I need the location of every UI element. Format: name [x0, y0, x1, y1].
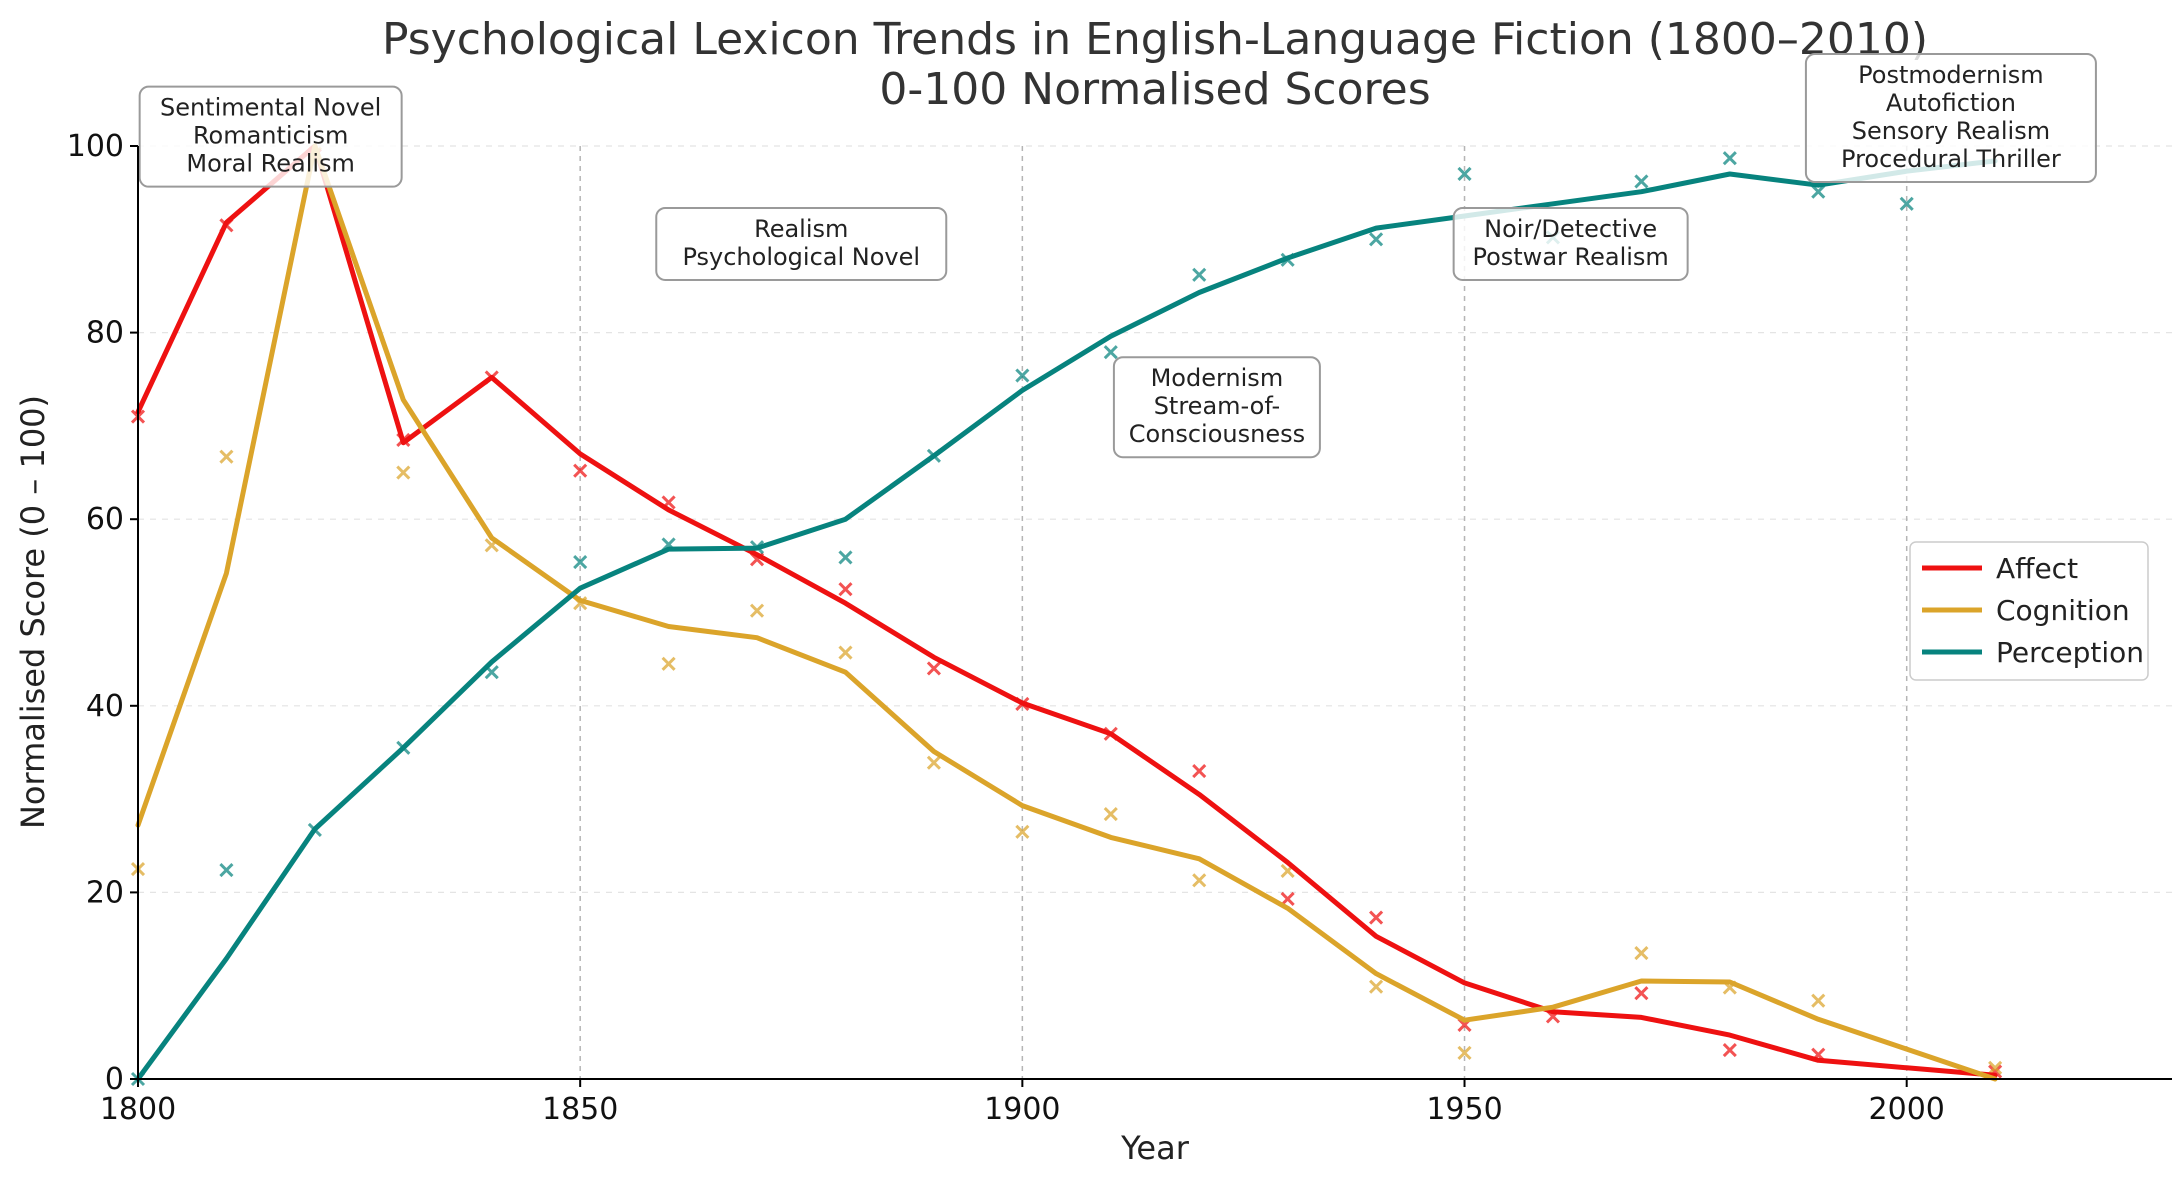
- affect-raw-point-1880: [838, 582, 853, 597]
- y-tick-label-80: 80: [86, 316, 124, 351]
- y-tick-label-40: 40: [86, 689, 124, 724]
- perception-raw-point-1990: [1811, 184, 1826, 199]
- perception-raw-point-1910: [1103, 345, 1118, 360]
- x-tick-label-1950: 1950: [1426, 1092, 1502, 1127]
- perception-raw-point-1880: [838, 550, 853, 565]
- cognition-raw-point-1990: [1811, 993, 1826, 1008]
- annotation-line-3-0: Noir/Detective: [1484, 215, 1657, 243]
- perception-raw-point-1970: [1634, 174, 1649, 189]
- cognition-raw-point-1860: [661, 656, 676, 671]
- affect-raw-point-1930: [1280, 891, 1295, 906]
- period-lines: [579, 146, 1908, 1079]
- perception-raw-point-1950: [1457, 166, 1472, 182]
- annotation-line-2-1: Stream-of-: [1154, 392, 1280, 420]
- cognition-raw-point-1880: [838, 645, 853, 660]
- y-tick-label-0: 0: [105, 1062, 124, 1097]
- legend-box: [1909, 541, 2149, 681]
- affect-raw-point-1940: [1369, 910, 1384, 925]
- perception-raw-point-1900: [1015, 368, 1030, 383]
- affect-raw-point-1980: [1722, 1043, 1737, 1058]
- y-tick-label-100: 100: [67, 129, 124, 164]
- annotation-box-1: [655, 206, 948, 281]
- perception-raw-point-2000: [1899, 196, 1914, 211]
- cognition-raw-point-1940: [1369, 979, 1384, 994]
- annotation-line-2-0: Modernism: [1151, 364, 1284, 392]
- annotation-line-3-1: Postwar Realism: [1472, 243, 1668, 271]
- x-axis-label: Year: [1120, 1129, 1190, 1167]
- cognition-raw-point-1900: [1015, 824, 1030, 839]
- annotation-line-4-3: Procedural Thriller: [1841, 145, 2061, 173]
- x-tick-label-1900: 1900: [984, 1092, 1060, 1127]
- cognition-raw-point-2010: [1988, 1060, 2003, 1075]
- x-tick-label-1800: 1800: [100, 1092, 176, 1127]
- legend: Affect Cognition Perception: [1909, 541, 2149, 681]
- series-lines: [135, 143, 1998, 1082]
- affect-raw-point-1850: [573, 463, 588, 478]
- chart-title: Psychological Lexicon Trends in English-…: [382, 14, 1928, 65]
- cognition-raw-point-1830: [396, 465, 411, 480]
- cognition-series-line: [135, 143, 1998, 1082]
- cognition-raw-point-1870: [749, 603, 765, 618]
- annotation-line-0-1: Romanticism: [193, 122, 348, 150]
- grid-lines: [138, 145, 2172, 1080]
- annotation-line-0-2: Moral Realism: [186, 150, 355, 178]
- affect-raw-point-1970: [1634, 986, 1649, 1001]
- annotation-line-4-1: Autofiction: [1886, 89, 2016, 117]
- cognition-raw-point-1950: [1457, 1045, 1472, 1060]
- legend-label-affect: Affect: [1996, 552, 2078, 585]
- x-tick-label-1850: 1850: [542, 1092, 618, 1127]
- perception-raw-point-1940: [1369, 232, 1384, 247]
- y-tick-label-20: 20: [86, 875, 124, 910]
- annotation-line-1-1: Psychological Novel: [682, 243, 920, 271]
- annotation-box-4: [1804, 53, 2097, 184]
- annotation-box-3: [1452, 206, 1689, 281]
- annotation-line-0-0: Sentimental Novel: [160, 94, 381, 122]
- chart-subtitle: 0-100 Normalised Scores: [879, 64, 1430, 115]
- legend-label-perception: Perception: [1996, 636, 2144, 669]
- cognition-raw-point-1890: [926, 755, 941, 770]
- y-tick-label-60: 60: [86, 502, 124, 537]
- axes: [137, 146, 2172, 1080]
- cognition-raw-point-1810: [219, 449, 234, 464]
- annotation-box-0: [138, 85, 403, 188]
- annotation-line-4-2: Sensory Realism: [1852, 117, 2050, 145]
- perception-raw-point-1980: [1722, 151, 1737, 166]
- cognition-raw-point-1910: [1103, 806, 1118, 822]
- cognition-raw-point-1920: [1192, 873, 1207, 888]
- perception-series-line: [135, 158, 1998, 1082]
- affect-raw-point-1920: [1192, 764, 1207, 779]
- y-axis-label: Normalised Score (0 – 100): [14, 395, 52, 829]
- perception-raw-point-1810: [219, 862, 234, 878]
- perception-raw-point-1850: [573, 555, 588, 570]
- cognition-raw-point-1970: [1634, 945, 1649, 961]
- annotation-line-2-2: Consciousness: [1129, 420, 1305, 448]
- annotation-line-4-0: Postmodernism: [1858, 61, 2043, 89]
- annotation-line-1-0: Realism: [754, 215, 848, 243]
- legend-label-cognition: Cognition: [1996, 594, 2130, 627]
- affect-series-line: [135, 143, 1998, 1078]
- y-axis-ticks: 0 20 40 60 80 100: [67, 129, 138, 1097]
- x-tick-label-2000: 2000: [1869, 1092, 1945, 1127]
- annotation-box-2: [1112, 356, 1321, 459]
- affect-raw-point-1890: [926, 661, 941, 676]
- x-axis-ticks: 1800 1850 1900 1950 2000: [100, 1079, 1945, 1127]
- raw-points: [130, 146, 2003, 1087]
- perception-raw-point-1920: [1192, 267, 1207, 282]
